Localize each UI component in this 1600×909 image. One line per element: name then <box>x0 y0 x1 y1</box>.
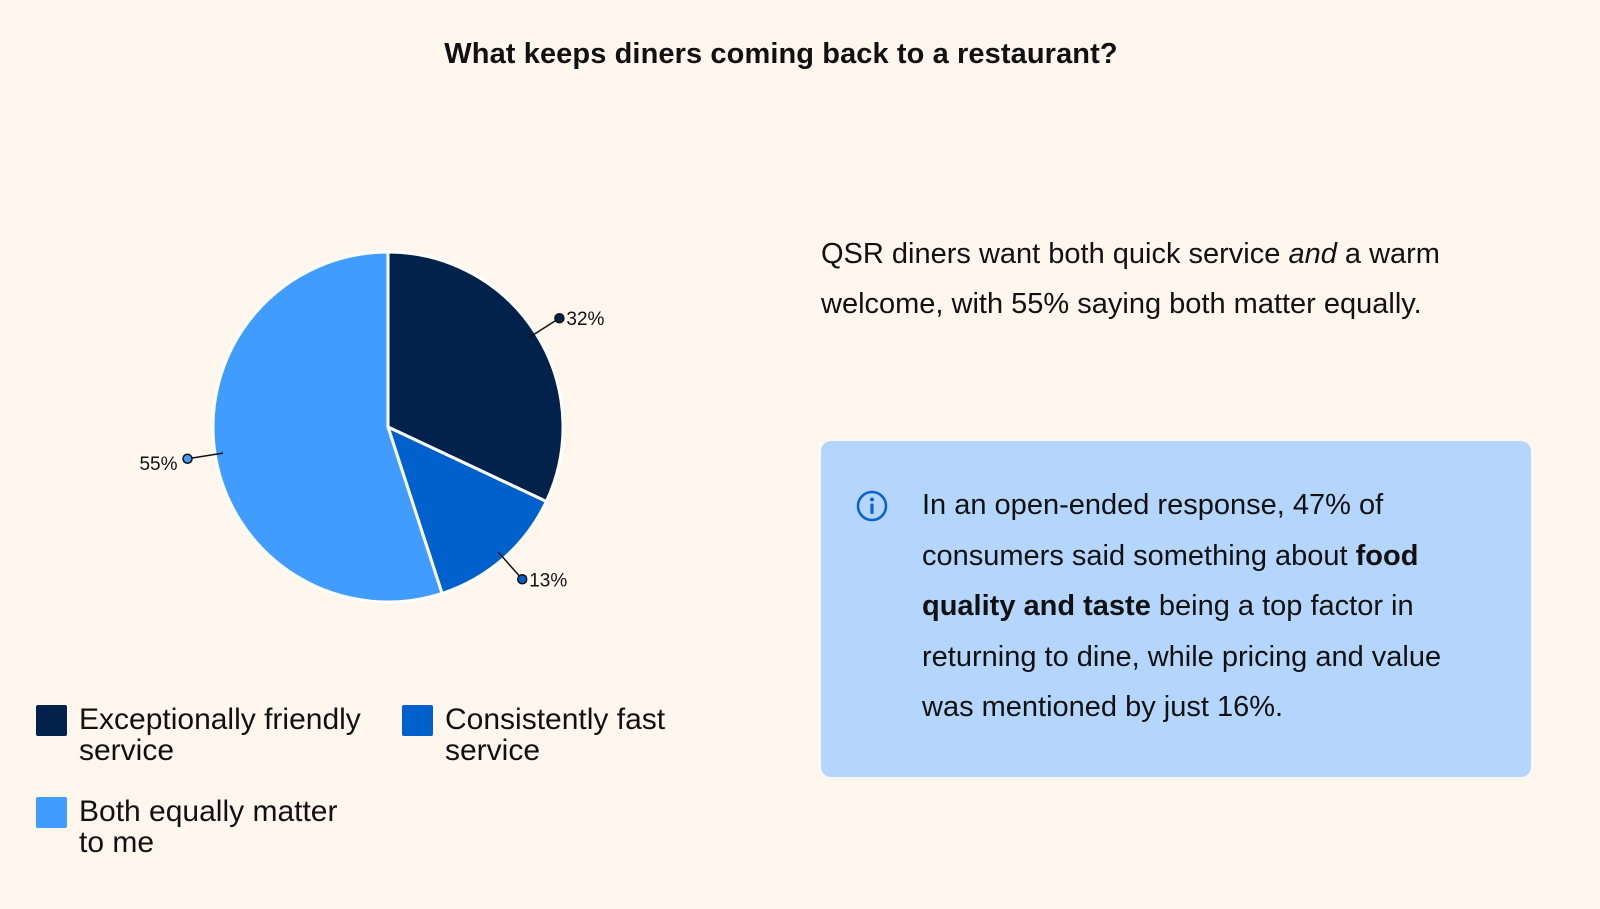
pie-value-label-friendly: 32% <box>566 309 604 330</box>
callout-text-end: being a top factor in returning to dine,… <box>922 590 1442 723</box>
chart-legend: Exceptionally friendly service Consisten… <box>36 704 756 874</box>
callout-text-start: In an open-ended response, 47% of consum… <box>922 489 1384 572</box>
pie-leader-both <box>187 452 224 460</box>
insight-text: QSR diners want both quick service and a… <box>821 229 1511 329</box>
pie-slices <box>211 250 565 604</box>
legend-item-friendly: Exceptionally friendly service <box>36 704 369 766</box>
pie-value-label-fast: 13% <box>529 570 567 591</box>
pie-value-label-both: 55% <box>139 454 177 475</box>
info-icon <box>856 490 888 522</box>
insight-text-end: a warm welcome, with 55% saying both mat… <box>821 238 1440 320</box>
pie-leader-dot-friendly <box>554 312 565 324</box>
legend-item-both: Both equally matter to me <box>36 796 369 858</box>
pie-leader-friendly <box>528 317 560 339</box>
pie-leader-dot-fast <box>516 574 528 585</box>
callout-text: In an open-ended response, 47% of consum… <box>922 480 1492 733</box>
legend-label-both: Both equally matter to me <box>79 795 338 859</box>
legend-swatch-both <box>36 797 67 828</box>
legend-label-fast: Consistently fast service <box>445 703 666 767</box>
pie-chart: 32% 13% 55% <box>139 250 605 604</box>
insight-emphasis: and <box>1288 238 1337 270</box>
pie-callouts: 32% 13% 55% <box>139 309 604 591</box>
insight-text-start: QSR diners want both quick service <box>821 238 1289 270</box>
chart-title: What keeps diners coming back to a resta… <box>444 38 1118 70</box>
legend-item-fast: Consistently fast service <box>402 704 735 766</box>
legend-swatch-friendly <box>36 705 67 736</box>
callout-bold: food quality and taste <box>922 539 1419 623</box>
legend-label-friendly: Exceptionally friendly service <box>79 703 361 767</box>
pie-leader-fast <box>497 551 523 580</box>
legend-swatch-fast <box>402 705 433 736</box>
pie-leader-dot-both <box>182 453 193 465</box>
info-callout: In an open-ended response, 47% of consum… <box>821 441 1531 777</box>
